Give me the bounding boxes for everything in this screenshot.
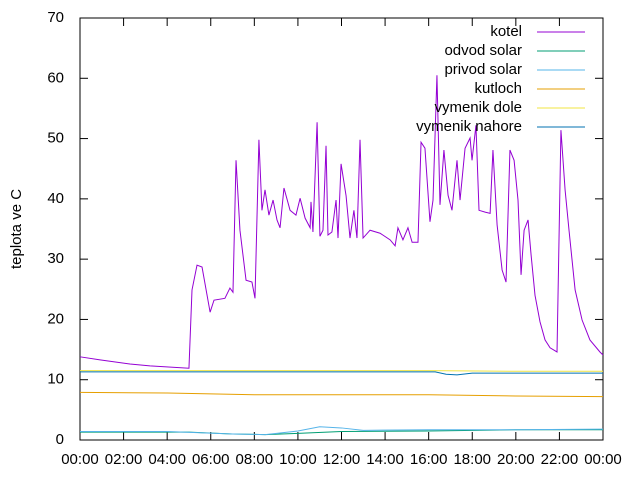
legend-label: vymenik nahore <box>416 118 522 135</box>
legend-label: privod solar <box>444 61 522 78</box>
x-tick-label: 04:00 <box>148 451 186 468</box>
y-tick-label: 70 <box>47 9 64 26</box>
y-tick-label: 40 <box>47 190 64 207</box>
x-tick-label: 08:00 <box>236 451 274 468</box>
y-tick-label: 50 <box>47 130 64 147</box>
legend-label: vymenik dole <box>434 99 522 116</box>
series-line <box>79 391 604 398</box>
x-tick-label: 00:00 <box>61 451 99 468</box>
legend-label: kotel <box>490 23 522 40</box>
series-line <box>79 75 604 369</box>
x-tick-label: 14:00 <box>366 451 404 468</box>
x-tick-label: 22:00 <box>541 451 579 468</box>
legend-label: kutloch <box>474 80 522 97</box>
x-tick-label: 02:00 <box>105 451 143 468</box>
y-axis-label: teplota ve C <box>8 189 25 269</box>
series-line <box>80 370 603 372</box>
series-line <box>80 371 603 376</box>
series-line <box>80 426 604 436</box>
x-tick-label: 20:00 <box>497 451 535 468</box>
x-tick-label: 16:00 <box>410 451 448 468</box>
y-tick-label: 10 <box>47 371 64 388</box>
y-tick-label: 60 <box>47 69 64 86</box>
x-tick-label: 10:00 <box>279 451 317 468</box>
y-tick-label: 30 <box>47 250 64 267</box>
y-tick-label: 20 <box>47 310 64 327</box>
x-tick-label: 18:00 <box>453 451 491 468</box>
legend-label: odvod solar <box>444 42 522 59</box>
y-tick-label: 0 <box>56 431 64 448</box>
x-tick-label: 06:00 <box>192 451 230 468</box>
x-tick-label: 00:00 <box>584 451 622 468</box>
x-tick-label: 12:00 <box>323 451 361 468</box>
